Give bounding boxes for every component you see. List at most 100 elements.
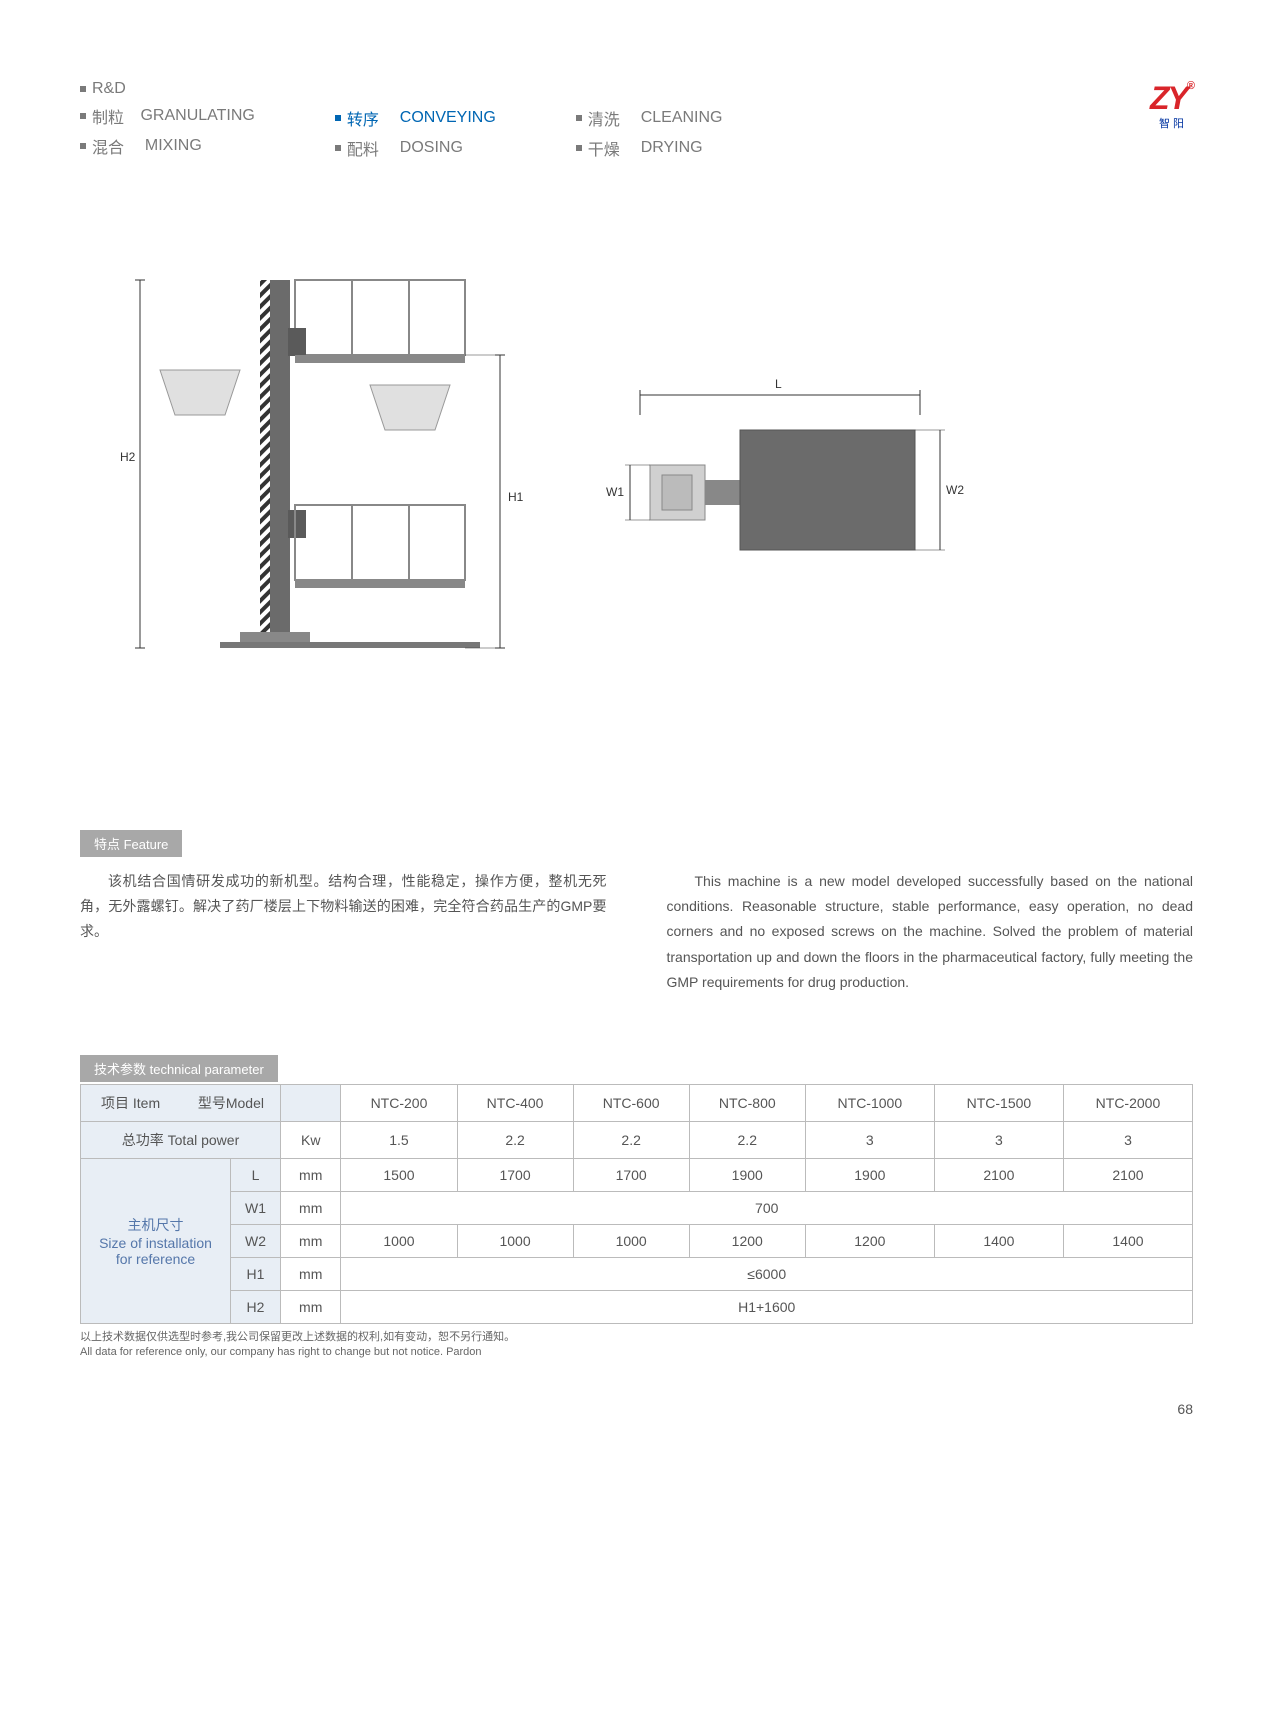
row-label: 总功率 Total power (81, 1121, 281, 1158)
logo: ZY® 智 阳 (1150, 80, 1193, 131)
footnote-en: All data for reference only, our company… (80, 1345, 1193, 1360)
cell-merged: 700 (341, 1191, 1193, 1224)
nav-rd[interactable]: R&D (80, 80, 255, 98)
footnote-cn: 以上技术数据仅供选型时参考,我公司保留更改上述数据的权利,如有变动，恕不另行通知… (80, 1330, 1193, 1345)
page-number: 68 (80, 1401, 1193, 1417)
table-row: W1 mm 700 (81, 1191, 1193, 1224)
model-col: NTC-400 (457, 1084, 573, 1121)
nav-granulating[interactable]: 制粒 GRANULATING (80, 104, 255, 128)
row-label: H1 (231, 1257, 281, 1290)
feature-label: 特点 Feature (80, 830, 182, 857)
nav-label-en: DRYING (641, 139, 703, 157)
feature-text-cn: 该机结合国情研发成功的新机型。结构合理，性能稳定，操作方便，整机无死角，无外露螺… (80, 869, 607, 995)
table-row: H1 mm ≤6000 (81, 1257, 1193, 1290)
bullet-icon (80, 143, 86, 149)
table-row: 主机尺寸 Size of installation for reference … (81, 1158, 1193, 1191)
header: R&D 制粒 GRANULATING 混合 MIXING 转序 CONVEYIN… (80, 80, 1193, 160)
row-unit: mm (281, 1290, 341, 1323)
table-row: W2 mm 1000 1000 1000 1200 1200 1400 1400 (81, 1224, 1193, 1257)
row-label: L (231, 1158, 281, 1191)
dim-h2: H2 (120, 450, 135, 464)
model-col: NTC-1500 (934, 1084, 1063, 1121)
model-col: NTC-1000 (805, 1084, 934, 1121)
nav-label-en: DOSING (400, 139, 463, 157)
row-unit: mm (281, 1257, 341, 1290)
row-label: W1 (231, 1191, 281, 1224)
nav-label-en: GRANULATING (140, 107, 254, 125)
nav-label-en: CLEANING (641, 109, 723, 127)
nav-label-cn: 清洗 (588, 106, 620, 130)
cell: 2.2 (689, 1121, 805, 1158)
bullet-icon (80, 86, 86, 92)
model-col: NTC-200 (341, 1084, 457, 1121)
nav-label-cn: 混合 (92, 134, 124, 158)
feature-text-en: This machine is a new model developed su… (667, 869, 1194, 995)
cell: 1700 (573, 1158, 689, 1191)
row-unit: Kw (281, 1121, 341, 1158)
dim-w2: W2 (946, 483, 964, 497)
nav-mixing[interactable]: 混合 MIXING (80, 134, 255, 158)
model-col: NTC-600 (573, 1084, 689, 1121)
cell: 1400 (1063, 1224, 1192, 1257)
nav-conveying[interactable]: 转序 CONVEYING (335, 106, 496, 130)
cell: 2100 (934, 1158, 1063, 1191)
nav-label: R&D (92, 80, 126, 98)
cell: 1000 (573, 1224, 689, 1257)
bullet-icon (576, 145, 582, 151)
bullet-icon (335, 145, 341, 151)
cell-merged: ≤6000 (341, 1257, 1193, 1290)
item-header: 项目 Item 型号Model (81, 1084, 281, 1121)
cell: 1200 (805, 1224, 934, 1257)
cell: 3 (805, 1121, 934, 1158)
cell: 1500 (341, 1158, 457, 1191)
row-unit: mm (281, 1158, 341, 1191)
table-row: H2 mm H1+1600 (81, 1290, 1193, 1323)
row-unit: mm (281, 1191, 341, 1224)
unit-header (281, 1084, 341, 1121)
cell: 1.5 (341, 1121, 457, 1158)
nav-dosing[interactable]: 配料 DOSING (335, 136, 496, 160)
bullet-icon (576, 115, 582, 121)
logo-main: ZY® (1150, 80, 1193, 117)
cell: 1400 (934, 1224, 1063, 1257)
model-col: NTC-800 (689, 1084, 805, 1121)
cell: 3 (1063, 1121, 1192, 1158)
nav-drying[interactable]: 干燥 DRYING (576, 136, 723, 160)
cell: 1000 (341, 1224, 457, 1257)
nav-cleaning[interactable]: 清洗 CLEANING (576, 106, 723, 130)
nav-col-1: R&D 制粒 GRANULATING 混合 MIXING (80, 80, 255, 160)
diagram-top-view: L W1 W2 (600, 375, 960, 555)
registered-icon: ® (1187, 80, 1193, 92)
top-view-svg (600, 375, 960, 555)
diagram-front-view: H2 H1 (120, 280, 540, 650)
nav-label-en: MIXING (145, 137, 202, 155)
cell: 1900 (805, 1158, 934, 1191)
dim-h1: H1 (508, 490, 523, 504)
cell: 1200 (689, 1224, 805, 1257)
nav-col-3: 清洗 CLEANING 干燥 DRYING (576, 106, 723, 160)
params-table: 项目 Item 型号Model NTC-200 NTC-400 NTC-600 … (80, 1084, 1193, 1324)
table-header-row: 项目 Item 型号Model NTC-200 NTC-400 NTC-600 … (81, 1084, 1193, 1121)
cell: 1700 (457, 1158, 573, 1191)
nav-col-2: 转序 CONVEYING 配料 DOSING (335, 106, 496, 160)
feature-section: 特点 Feature 该机结合国情研发成功的新机型。结构合理，性能稳定，操作方便… (80, 830, 1193, 995)
cell: 1000 (457, 1224, 573, 1257)
nav-label-cn: 转序 (347, 106, 379, 130)
model-col: NTC-2000 (1063, 1084, 1192, 1121)
front-view-svg (120, 280, 540, 650)
params-label: 技术参数 technical parameter (80, 1055, 278, 1082)
nav-label-cn: 干燥 (588, 136, 620, 160)
row-unit: mm (281, 1224, 341, 1257)
cell: 1900 (689, 1158, 805, 1191)
cell: 3 (934, 1121, 1063, 1158)
nav-columns: R&D 制粒 GRANULATING 混合 MIXING 转序 CONVEYIN… (80, 80, 722, 160)
cell: 2.2 (457, 1121, 573, 1158)
nav-label-en: CONVEYING (400, 109, 496, 127)
feature-texts: 该机结合国情研发成功的新机型。结构合理，性能稳定，操作方便，整机无死角，无外露螺… (80, 869, 1193, 995)
group-label: 主机尺寸 Size of installation for reference (81, 1158, 231, 1323)
bullet-icon (335, 115, 341, 121)
nav-label-cn: 配料 (347, 136, 379, 160)
cell-merged: H1+1600 (341, 1290, 1193, 1323)
cell: 2100 (1063, 1158, 1192, 1191)
bullet-icon (80, 113, 86, 119)
